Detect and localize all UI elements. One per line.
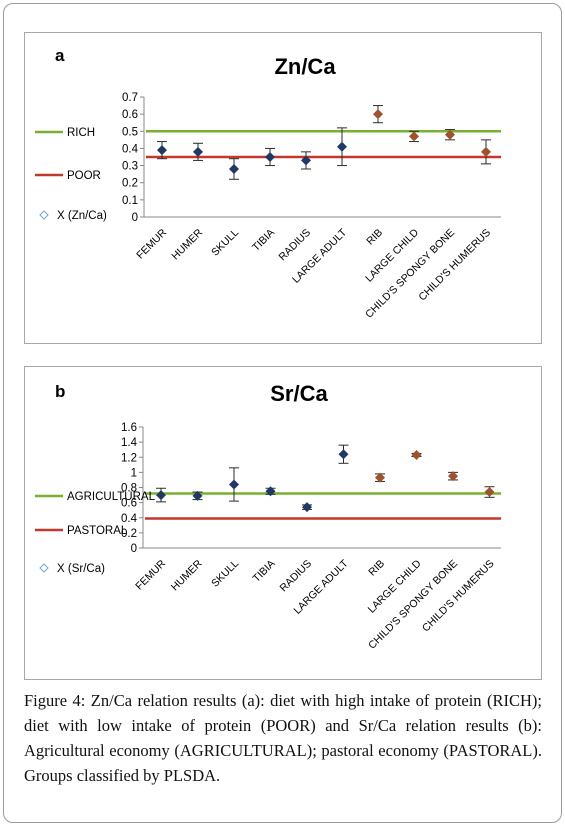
data-point (448, 471, 458, 482)
data-point (338, 449, 349, 460)
legend-marker-icon (39, 210, 49, 220)
x-category-label: TIBIA (251, 558, 278, 585)
y-tick-label: 0.1 (122, 195, 138, 207)
x-category-label: CHILD'S HUMERUS (420, 558, 497, 635)
y-tick-label: 1.6 (121, 422, 137, 434)
y-tick-label: 0 (132, 212, 138, 224)
legend-label: POOR (67, 170, 101, 182)
x-category-label: SKULL (209, 558, 241, 590)
data-point (229, 479, 239, 490)
data-point (265, 152, 275, 162)
y-tick-label: 0.5 (122, 126, 138, 138)
data-point (157, 145, 167, 156)
data-point (193, 146, 203, 157)
panel-label: b (55, 382, 65, 401)
chart-title: Zn/Ca (274, 54, 336, 79)
x-category-label: RIB (366, 558, 387, 579)
y-tick-label: 1 (131, 467, 137, 479)
y-tick-label: 0.4 (121, 513, 138, 525)
y-tick-label: 0.6 (121, 498, 137, 510)
data-point (156, 490, 166, 501)
data-point (229, 164, 239, 174)
data-point (192, 490, 203, 501)
x-category-label: HUMER (169, 226, 205, 262)
data-point (484, 487, 495, 498)
panel-label: a (55, 46, 65, 65)
x-category-label: SKULL (209, 227, 241, 259)
y-tick-label: 0.8 (121, 483, 137, 495)
chart-svg-zn-ca: a Zn/Ca 0.7 0.6 0.5 0.4 0.3 0.2 0.1 0 FEMUR HUMER SK… (35, 46, 501, 321)
data-point (373, 109, 383, 120)
y-tick-label: 0 (131, 543, 137, 555)
chart-title: Sr/Ca (270, 381, 328, 406)
legend-label: RICH (67, 127, 95, 139)
x-category-label: RADIUS (278, 558, 315, 595)
legend-label: AGRICULTURAL (67, 491, 156, 503)
y-tick-label: 1.4 (121, 437, 138, 449)
y-tick-label: 0.2 (121, 528, 137, 540)
data-point (411, 449, 422, 460)
data-point (445, 129, 455, 140)
x-category-label: FEMUR (134, 226, 169, 261)
data-point (409, 131, 419, 142)
chart-panel-zn-ca: a Zn/Ca 0.7 0.6 0.5 0.4 0.3 0.2 0.1 0 FEMUR HUMER SK… (24, 32, 542, 344)
data-point (265, 486, 276, 497)
legend-label: X (Zn/Ca) (57, 210, 107, 222)
data-point (375, 472, 385, 483)
x-category-label: FEMUR (133, 557, 168, 592)
x-category-label: CHILD'S HUMERUS (416, 227, 493, 304)
x-category-label: TIBIA (250, 227, 277, 254)
y-tick-label: 0.7 (122, 92, 138, 104)
x-category-label: HUMER (169, 557, 205, 593)
figure-caption: Figure 4: Zn/Ca relation results (a): di… (24, 691, 542, 785)
y-tick-label: 0.2 (122, 178, 138, 190)
data-point (301, 155, 311, 166)
legend-marker-icon (39, 563, 49, 573)
legend-label: PASTORAL (67, 525, 128, 537)
chart-panel-sr-ca: b Sr/Ca 1.6 1.4 1.2 1 0.8 0.6 0.4 0.2 0 FEMUR HUMER S… (24, 366, 542, 680)
y-tick-label: 0.6 (122, 109, 138, 121)
data-point (302, 502, 312, 513)
data-point (481, 146, 491, 157)
y-tick-label: 0.4 (122, 143, 139, 155)
x-category-label: RADIUS (277, 227, 314, 264)
y-tick-label: 0.3 (122, 161, 138, 173)
chart-svg-sr-ca: b Sr/Ca 1.6 1.4 1.2 1 0.8 0.6 0.4 0.2 0 FEMUR HUMER S… (35, 381, 501, 652)
legend-label: X (Sr/Ca) (57, 563, 105, 575)
data-point (337, 141, 347, 152)
y-tick-label: 1.2 (121, 452, 137, 464)
x-category-label: RIB (364, 227, 385, 248)
